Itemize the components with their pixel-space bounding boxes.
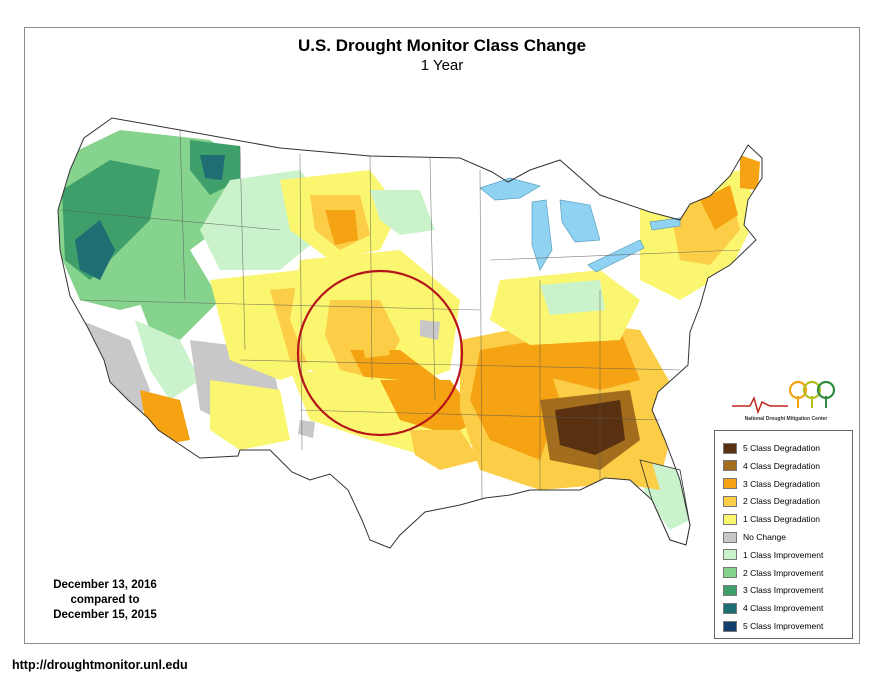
legend-label: 4 Class Improvement: [743, 603, 824, 614]
legend-label: 5 Class Improvement: [743, 621, 824, 631]
source-url: http://droughtmonitor.unl.edu: [12, 658, 188, 672]
legend-item: No Change: [723, 530, 786, 544]
legend-swatch: [723, 620, 737, 632]
date-baseline: December 15, 2015: [53, 609, 157, 621]
annotation-circle: [296, 269, 464, 437]
us-drought-change-map: [57, 117, 763, 549]
legend-swatch: [723, 584, 737, 596]
legend-label: 3 Class Improvement: [743, 585, 824, 596]
legend-label: 5 Class Degradation: [743, 443, 821, 453]
legend-swatch: [723, 495, 737, 507]
lake-michigan: [531, 199, 553, 271]
lake-ontario: [649, 217, 681, 231]
legend-swatch: [723, 602, 737, 614]
legend-item: 3 Class Improvement: [723, 583, 823, 597]
legend-item: 1 Class Degradation: [723, 512, 820, 526]
legend-item: 3 Class Degradation: [723, 477, 820, 491]
date-current: December 13, 2016: [53, 579, 157, 591]
legend-swatch: [723, 460, 737, 472]
map-subtitle: 1 Year: [420, 57, 464, 74]
legend-item: 5 Class Improvement: [723, 619, 823, 633]
legend-item: 2 Class Improvement: [723, 566, 823, 580]
lake-huron: [559, 199, 601, 243]
legend-label: 1 Class Degradation: [743, 514, 821, 525]
legend-label: 4 Class Degradation: [743, 460, 821, 471]
legend-item: 1 Class Improvement: [723, 548, 823, 562]
legend-label: 2 Class Improvement: [743, 567, 824, 578]
legend-label: 2 Class Degradation: [743, 496, 821, 507]
lake-erie: [587, 239, 645, 273]
legend-swatch: [723, 478, 737, 490]
legend-swatch: [723, 513, 737, 525]
legend-item: 4 Class Degradation: [723, 459, 820, 473]
legend-swatch: [723, 567, 737, 579]
legend-item: 5 Class Degradation: [723, 441, 820, 455]
legend-swatch: [723, 442, 737, 454]
legend-swatch: [723, 531, 737, 543]
date-comparison: December 13, 2016 compared to December 1…: [40, 578, 170, 623]
legend-item: 2 Class Degradation: [723, 494, 820, 508]
date-compared-to: compared to: [70, 594, 140, 606]
map-title: U.S. Drought Monitor Class Change: [297, 36, 587, 55]
legend-label: 1 Class Improvement: [743, 549, 824, 560]
ndmc-logo: [732, 380, 836, 415]
legend-label: No Change: [743, 532, 787, 542]
legend-label: 3 Class Degradation: [743, 478, 821, 489]
legend: 5 Class Degradation 4 Class Degradation 3 …: [714, 430, 853, 639]
legend-swatch: [723, 549, 737, 561]
ndmc-logo-text: National Drought Mitigation Center: [744, 416, 828, 422]
legend-item: 4 Class Improvement: [723, 601, 823, 615]
